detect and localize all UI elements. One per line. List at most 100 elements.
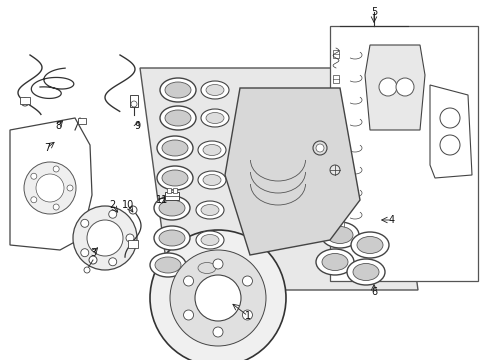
Polygon shape: [224, 88, 359, 255]
Circle shape: [213, 259, 223, 269]
Ellipse shape: [198, 262, 216, 274]
Bar: [335, 195, 343, 203]
Bar: [164, 192, 179, 200]
Circle shape: [31, 197, 37, 203]
Ellipse shape: [160, 78, 196, 102]
Ellipse shape: [350, 232, 388, 258]
Ellipse shape: [193, 259, 221, 277]
Ellipse shape: [352, 264, 378, 280]
Circle shape: [312, 141, 326, 155]
Ellipse shape: [201, 234, 219, 246]
Text: 10: 10: [122, 200, 134, 210]
Text: 3: 3: [90, 248, 96, 258]
Bar: [332, 150, 338, 158]
Circle shape: [329, 165, 339, 175]
Ellipse shape: [205, 85, 224, 95]
Text: 11: 11: [156, 195, 168, 205]
Bar: [329, 26, 477, 281]
Text: 7: 7: [44, 143, 50, 153]
Circle shape: [315, 144, 324, 152]
Bar: [130, 95, 138, 107]
Polygon shape: [140, 68, 417, 290]
Circle shape: [73, 206, 137, 270]
Circle shape: [126, 234, 134, 242]
Text: 5: 5: [370, 7, 376, 17]
Polygon shape: [429, 85, 471, 178]
Ellipse shape: [164, 110, 191, 126]
Polygon shape: [364, 45, 424, 130]
Bar: [128, 240, 138, 248]
Ellipse shape: [162, 170, 187, 186]
Circle shape: [213, 327, 223, 337]
Circle shape: [395, 78, 413, 96]
Circle shape: [150, 230, 285, 360]
Circle shape: [81, 249, 89, 257]
Circle shape: [21, 98, 29, 106]
Ellipse shape: [203, 144, 221, 156]
Ellipse shape: [201, 81, 228, 99]
Ellipse shape: [320, 222, 358, 248]
Circle shape: [183, 310, 193, 320]
Ellipse shape: [356, 237, 382, 253]
Ellipse shape: [203, 175, 221, 185]
Bar: [332, 125, 338, 133]
Text: 8: 8: [55, 121, 61, 131]
Bar: [167, 188, 171, 193]
Circle shape: [108, 258, 117, 266]
Ellipse shape: [164, 82, 191, 98]
Bar: [78, 118, 86, 124]
Bar: [332, 175, 338, 183]
Circle shape: [242, 276, 252, 286]
Ellipse shape: [159, 230, 184, 246]
Circle shape: [89, 256, 97, 264]
Circle shape: [439, 108, 459, 128]
Circle shape: [183, 276, 193, 286]
Circle shape: [108, 210, 117, 218]
Ellipse shape: [321, 253, 347, 270]
Circle shape: [129, 206, 137, 214]
Bar: [20, 97, 30, 104]
Ellipse shape: [201, 109, 228, 127]
Ellipse shape: [159, 200, 184, 216]
Bar: [173, 188, 177, 193]
Circle shape: [170, 250, 265, 346]
Ellipse shape: [154, 226, 190, 250]
Ellipse shape: [196, 201, 224, 219]
Ellipse shape: [346, 259, 384, 285]
Text: 6: 6: [370, 287, 376, 297]
Ellipse shape: [201, 204, 219, 216]
Circle shape: [84, 267, 90, 273]
Ellipse shape: [160, 106, 196, 130]
Ellipse shape: [150, 253, 185, 277]
Circle shape: [378, 78, 396, 96]
Polygon shape: [10, 118, 92, 250]
Ellipse shape: [157, 166, 193, 190]
Circle shape: [87, 220, 123, 256]
Circle shape: [439, 135, 459, 155]
Ellipse shape: [154, 196, 190, 220]
Circle shape: [242, 310, 252, 320]
Ellipse shape: [162, 140, 187, 156]
Text: 4: 4: [388, 215, 394, 225]
Circle shape: [131, 101, 137, 107]
Circle shape: [31, 173, 37, 179]
Circle shape: [36, 174, 64, 202]
Bar: [332, 75, 338, 83]
Text: 9: 9: [134, 121, 140, 131]
Bar: [335, 220, 343, 228]
Ellipse shape: [205, 112, 224, 123]
Circle shape: [53, 166, 59, 172]
Circle shape: [53, 204, 59, 210]
Circle shape: [81, 219, 89, 227]
Circle shape: [24, 162, 76, 214]
Bar: [332, 50, 338, 58]
Ellipse shape: [155, 257, 181, 273]
Circle shape: [67, 185, 73, 191]
Ellipse shape: [315, 249, 353, 275]
Ellipse shape: [198, 141, 225, 159]
Ellipse shape: [157, 136, 193, 160]
Ellipse shape: [198, 171, 225, 189]
Text: 1: 1: [244, 311, 250, 321]
Ellipse shape: [326, 226, 352, 243]
Bar: [332, 100, 338, 108]
